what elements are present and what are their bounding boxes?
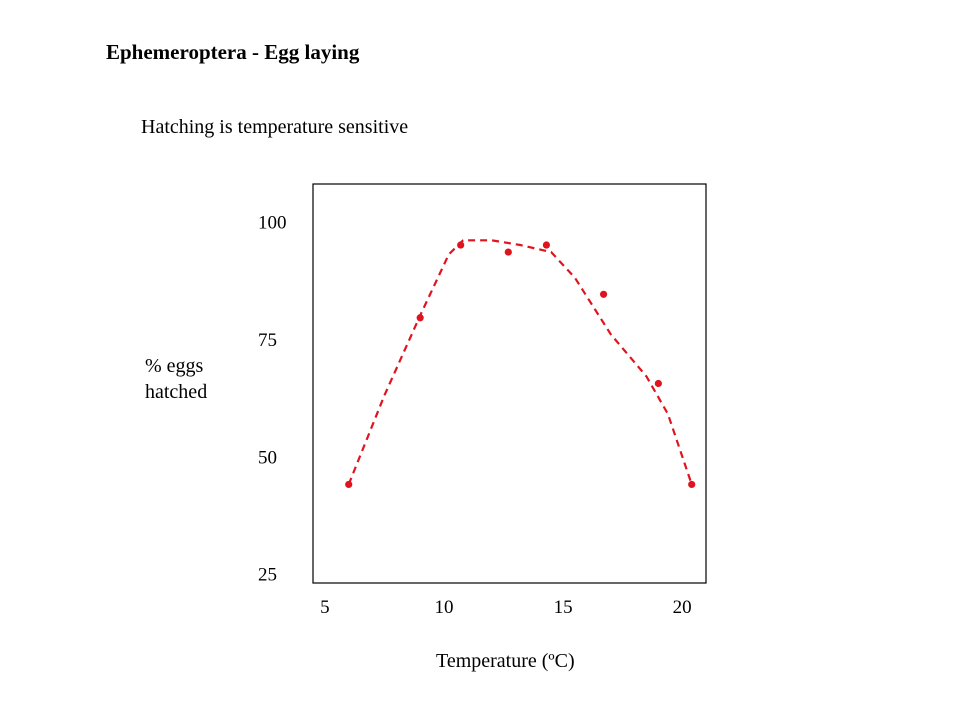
y-tick-label: 100 xyxy=(258,213,287,234)
y-tick-label: 75 xyxy=(258,330,277,351)
y-tick-label: 25 xyxy=(258,565,277,586)
data-point xyxy=(542,241,551,249)
data-point xyxy=(599,290,608,298)
x-axis-label: Temperature (ºC) xyxy=(436,650,575,672)
x-tick-label: 20 xyxy=(673,597,692,618)
data-point xyxy=(416,314,424,322)
y-axis-label: % eggs hatched xyxy=(145,353,207,405)
data-point xyxy=(345,480,353,489)
x-tick-label: 15 xyxy=(554,597,573,618)
slide-title: Ephemeroptera - Egg laying xyxy=(106,40,360,64)
slide-subtitle: Hatching is temperature sensitive xyxy=(141,116,409,138)
y-tick-label: 50 xyxy=(258,447,277,468)
x-tick-label: 10 xyxy=(435,597,454,618)
y-tick-labels: 25 50 75 100 xyxy=(258,213,287,586)
y-axis-label-line-1: % eggs xyxy=(145,355,204,377)
series-layer xyxy=(345,239,696,489)
data-point xyxy=(654,379,662,388)
x-tick-labels: 5 10 15 20 xyxy=(320,597,692,618)
data-point xyxy=(504,248,512,256)
x-tick-label: 5 xyxy=(320,597,330,618)
data-point xyxy=(688,480,696,489)
plot-frame xyxy=(312,183,707,584)
fit-curve-dashed xyxy=(347,239,693,485)
y-axis-label-line-2: hatched xyxy=(145,381,208,403)
data-point xyxy=(457,241,465,249)
